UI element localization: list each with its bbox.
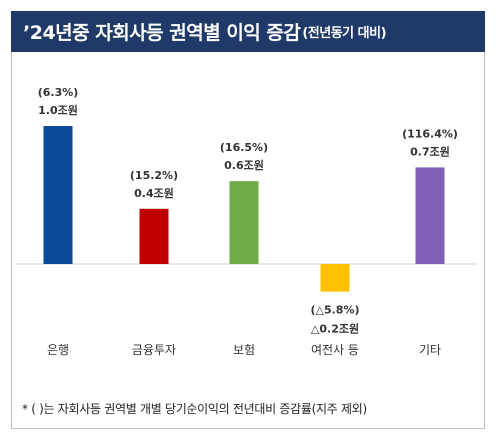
value-label-4: △0.2조원 bbox=[311, 322, 359, 336]
pct-label-1: (6.3%) bbox=[38, 86, 79, 99]
bar-4 bbox=[320, 264, 350, 292]
footnote: * ( )는 자회사등 권역별 개별 당기순이익의 전년대비 증감률(지주 제외… bbox=[22, 402, 367, 416]
bar-5 bbox=[415, 167, 445, 264]
category-label-3: 보험 bbox=[233, 343, 255, 357]
bar-2 bbox=[139, 208, 169, 264]
value-label-2: 0.4조원 bbox=[134, 186, 174, 200]
category-label-2: 금융투자 bbox=[132, 343, 176, 357]
pct-label-2: (15.2%) bbox=[130, 169, 178, 182]
value-label-1: 1.0조원 bbox=[38, 103, 78, 117]
chart-title: ’24년중 자회사등 권역별 이익 증감 bbox=[23, 22, 301, 44]
pct-label-4: (△5.8%) bbox=[310, 304, 359, 317]
category-label-4: 여전사 등 bbox=[311, 343, 359, 357]
pct-label-5: (116.4%) bbox=[402, 127, 458, 140]
value-label-3: 0.6조원 bbox=[224, 158, 264, 172]
category-label-1: 은행 bbox=[47, 342, 69, 357]
chart-title-bar: ’24년중 자회사등 권역별 이익 증감 (전년동기 대비) bbox=[11, 11, 485, 52]
bar-3 bbox=[229, 181, 259, 264]
value-label-5: 0.7조원 bbox=[410, 144, 450, 158]
bar-1 bbox=[43, 126, 73, 264]
category-label-5: 기타 bbox=[419, 343, 441, 357]
chart-frame bbox=[11, 52, 485, 429]
pct-label-3: (16.5%) bbox=[220, 141, 268, 154]
chart-subtitle: (전년동기 대비) bbox=[302, 26, 387, 41]
